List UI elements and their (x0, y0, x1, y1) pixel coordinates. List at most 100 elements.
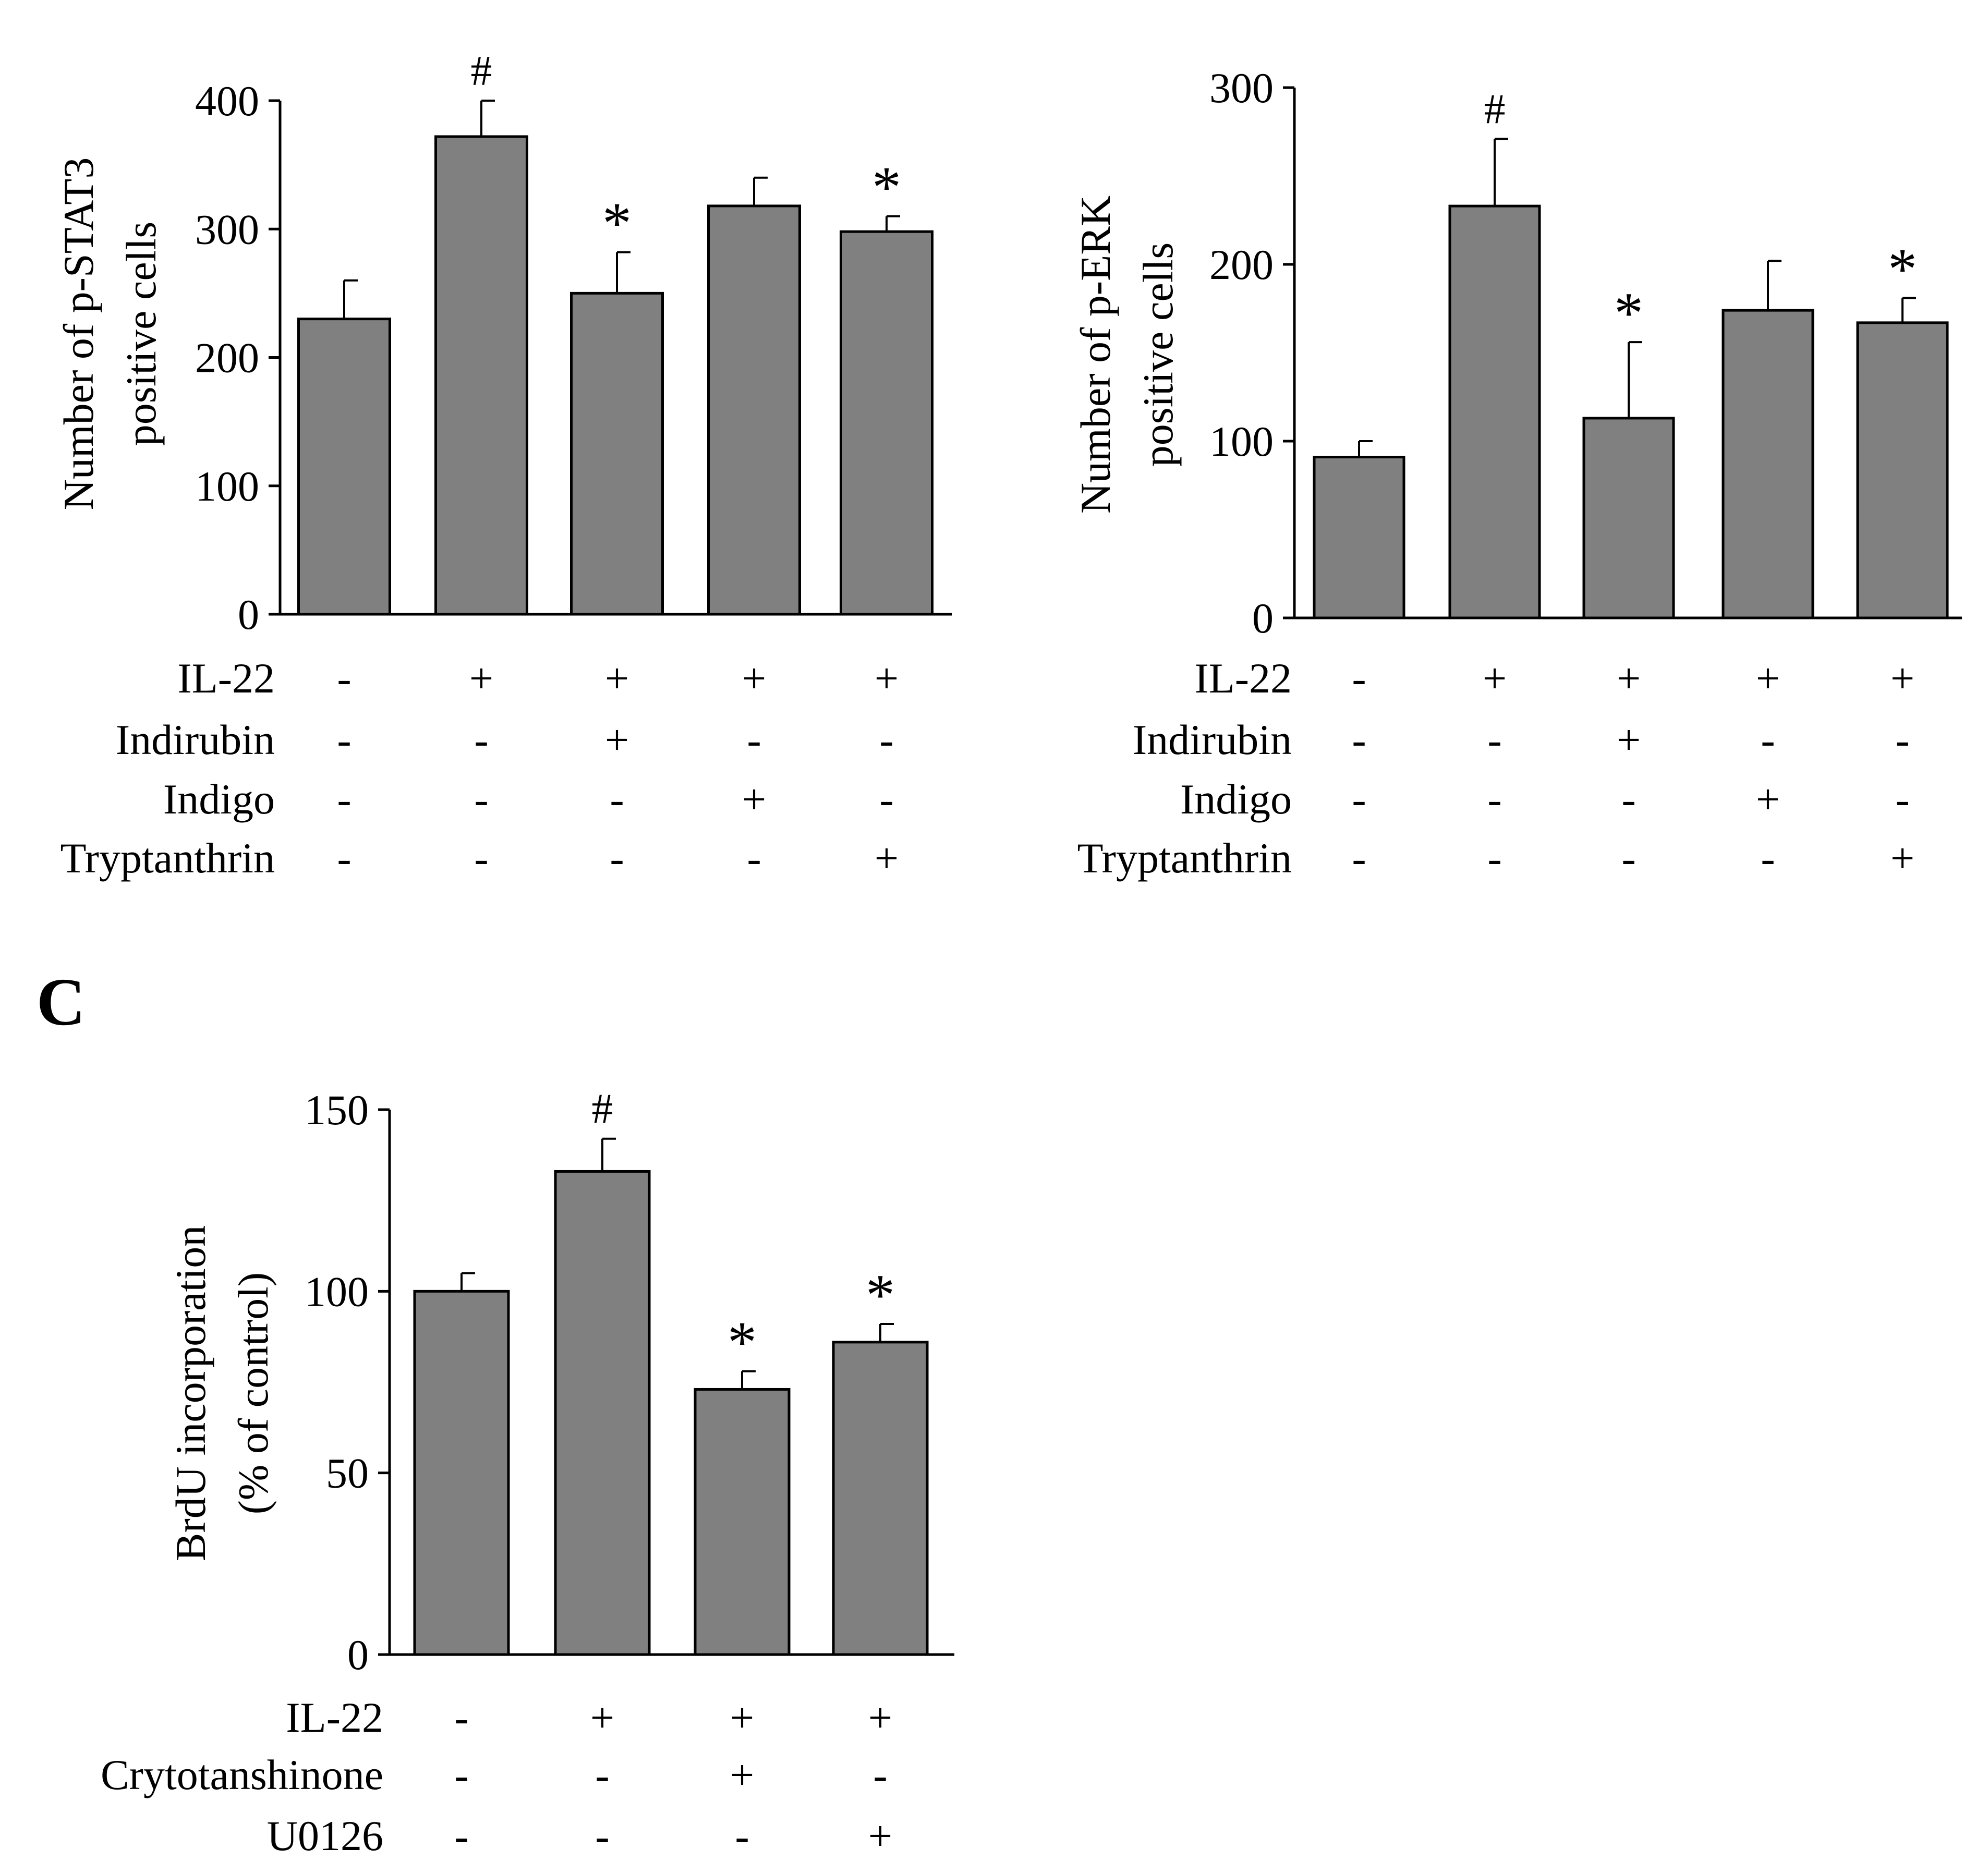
bar (840, 230, 934, 616)
bar (832, 1341, 929, 1656)
treatment-minus: - (879, 775, 893, 823)
treatment-plus: + (730, 1751, 754, 1798)
treatment-minus: - (1352, 834, 1366, 882)
significance-asterisk: * (866, 1263, 895, 1328)
y-tick-label: 0 (238, 591, 259, 638)
treatment-label: Tryptanthrin (60, 834, 275, 882)
treatment-minus: - (337, 716, 351, 763)
treatment-plus: + (590, 1694, 614, 1741)
treatment-label: Crytotanshinone (101, 1751, 383, 1798)
y-tick-label: 200 (1209, 241, 1274, 288)
y-axis-title-line1: BrdU incorporation (167, 1225, 214, 1561)
chart-p-stat3: Number of p-STAT3 positive cells 0 100 200… (55, 47, 952, 882)
y-tick-label: 100 (1209, 418, 1274, 465)
treatment-minus: - (1621, 834, 1635, 882)
significance-hash: # (592, 1085, 613, 1133)
treatment-minus: - (747, 716, 761, 763)
y-axis-title-line1: Number of p-ERK (1072, 196, 1119, 514)
significance-hash: # (471, 47, 492, 94)
bar (1313, 456, 1405, 619)
treatment-label: Indigo (1180, 775, 1292, 823)
treatment-plus: + (469, 654, 493, 702)
treatment-minus: - (595, 1751, 609, 1798)
treatment-minus: - (1895, 775, 1909, 823)
treatment-plus: + (1617, 716, 1641, 763)
treatment-plus: + (1483, 654, 1507, 702)
bar (1582, 417, 1675, 619)
significance-asterisk: * (728, 1310, 757, 1375)
treatment-minus: - (337, 654, 351, 702)
bar (554, 1170, 651, 1656)
treatment-plus: + (1756, 775, 1780, 823)
y-axis-title-line1: Number of p-STAT3 (55, 157, 102, 510)
treatment-minus: - (747, 834, 761, 882)
treatment-minus: - (454, 1812, 468, 1859)
treatment-minus: - (1352, 716, 1366, 763)
y-tick-label: 300 (195, 205, 259, 253)
treatment-label: Indigo (163, 775, 275, 823)
chart-brdu: C BrdU incorporation (% of control) 0 50 1… (37, 965, 954, 1859)
bar (434, 135, 528, 616)
treatment-plus: + (1756, 654, 1780, 702)
y-tick-label: 0 (347, 1631, 369, 1679)
treatment-minus: - (454, 1694, 468, 1741)
treatment-label: IL-22 (286, 1694, 383, 1741)
bar (1448, 204, 1541, 619)
treatment-minus: - (879, 716, 893, 763)
y-axis-title-line2: (% of control) (229, 1272, 277, 1515)
treatment-plus: + (730, 1694, 754, 1741)
treatment-minus: - (1487, 775, 1501, 823)
treatment-plus: + (1890, 834, 1914, 882)
treatment-plus: + (868, 1812, 892, 1859)
treatment-label: Indirubin (1133, 716, 1292, 763)
treatment-minus: - (610, 775, 624, 823)
treatment-minus: - (1895, 716, 1909, 763)
bar (413, 1290, 510, 1656)
y-tick-label: 300 (1209, 64, 1274, 112)
treatment-plus: + (605, 654, 629, 702)
chart-p-erk: Number of p-ERK positive cells 0 100 200 30… (1072, 64, 1962, 882)
bar (694, 1388, 791, 1656)
significance-asterisk: * (602, 191, 632, 256)
treatment-minus: - (1352, 654, 1366, 702)
treatment-minus: - (595, 1812, 609, 1859)
treatment-plus: + (742, 654, 766, 702)
bar (297, 318, 391, 616)
significance-asterisk: * (1888, 237, 1917, 301)
treatment-minus: - (337, 775, 351, 823)
bar (570, 291, 664, 616)
significance-asterisk: * (1614, 281, 1643, 346)
treatment-label: IL-22 (177, 654, 275, 702)
bar (707, 204, 801, 616)
treatment-plus: + (605, 716, 629, 763)
treatment-plus: + (875, 654, 899, 702)
y-tick-label: 50 (326, 1450, 369, 1497)
y-axis-title-line2: positive cells (117, 222, 165, 446)
treatment-minus: - (610, 834, 624, 882)
treatment-minus: - (1487, 716, 1501, 763)
treatment-label: Indirubin (116, 716, 275, 763)
treatment-minus: - (873, 1751, 887, 1798)
y-tick-label: 200 (195, 334, 259, 382)
treatment-minus: - (1621, 775, 1635, 823)
treatment-plus: + (1890, 654, 1914, 702)
y-tick-label: 100 (305, 1268, 369, 1315)
treatment-minus: - (474, 834, 488, 882)
treatment-minus: - (1761, 834, 1775, 882)
treatment-minus: - (1761, 716, 1775, 763)
treatment-minus: - (474, 716, 488, 763)
y-axis-title-line2: positive cells (1134, 242, 1182, 467)
significance-asterisk: * (872, 155, 901, 220)
significance-hash: # (1484, 85, 1506, 132)
y-tick-label: 0 (1252, 594, 1274, 642)
panel-label-c: C (37, 965, 86, 1040)
treatment-plus: + (1617, 654, 1641, 702)
treatment-label: U0126 (267, 1812, 383, 1859)
treatment-plus: + (875, 834, 899, 882)
treatment-minus: - (474, 775, 488, 823)
treatment-minus: - (337, 834, 351, 882)
bar (1722, 309, 1814, 619)
treatment-minus: - (1352, 775, 1366, 823)
treatment-plus: + (742, 775, 766, 823)
